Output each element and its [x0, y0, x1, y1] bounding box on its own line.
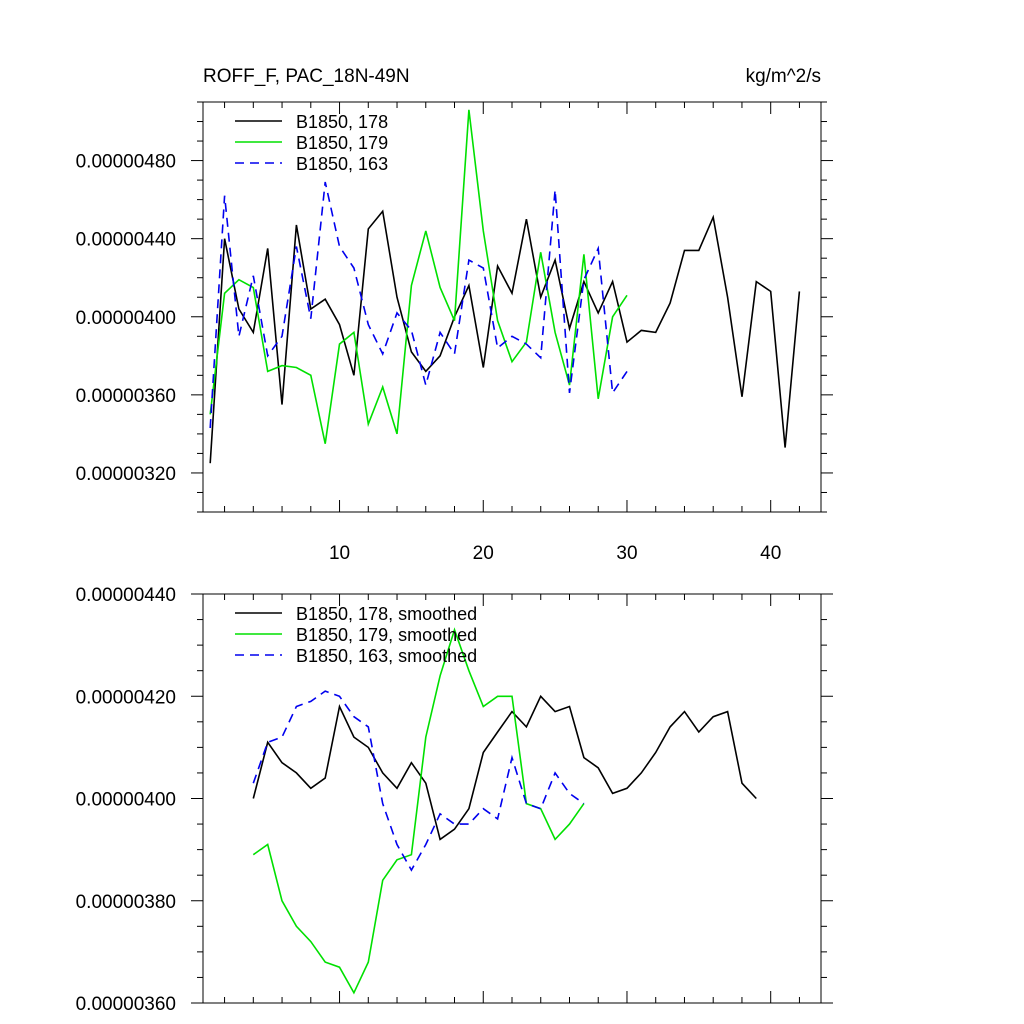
y-tick-label: 0.00000400 [76, 790, 176, 811]
series-line [252, 694, 757, 841]
x-tick-label: 40 [760, 543, 781, 564]
units-label: kg/m^2/s [746, 66, 821, 87]
y-tick-label: 0.00000320 [76, 464, 176, 485]
top-panel: 10 20 30 40 0.00000320 0.00000360 0.00000400 0.… [76, 101, 833, 564]
series-line [252, 627, 585, 995]
y-tick-label: 0.00000480 [76, 152, 176, 173]
y-tick-label: 0.00000420 [76, 687, 176, 708]
series-line [209, 209, 801, 464]
y-tick-label: 0.00000360 [76, 994, 176, 1015]
chart-title: ROFF_F, PAC_18N-49N [203, 66, 410, 87]
x-tick-label: 30 [616, 543, 637, 564]
legend-label: B1850, 179 [296, 133, 388, 153]
y-tick-label: 0.00000440 [76, 230, 176, 251]
y-tick-label: 0.00000360 [76, 386, 176, 407]
y-tick-label: 0.00000400 [76, 308, 176, 329]
legend-label: B1850, 163 [296, 154, 388, 174]
legend-label: B1850, 179, smoothed [296, 625, 477, 645]
x-tick-label: 10 [329, 543, 350, 564]
y-tick-label: 0.00000440 [76, 585, 176, 606]
bottom-panel: 0.00000360 0.00000380 0.00000400 0.00000420… [76, 585, 833, 1015]
legend-label: B1850, 178 [296, 112, 388, 132]
y-tick-label: 0.00000380 [76, 892, 176, 913]
series-line [209, 109, 628, 444]
legend-label: B1850, 163, smoothed [296, 646, 477, 666]
legend-label: B1850, 178, smoothed [296, 604, 477, 624]
x-tick-label: 20 [473, 543, 494, 564]
series-line [252, 690, 585, 872]
